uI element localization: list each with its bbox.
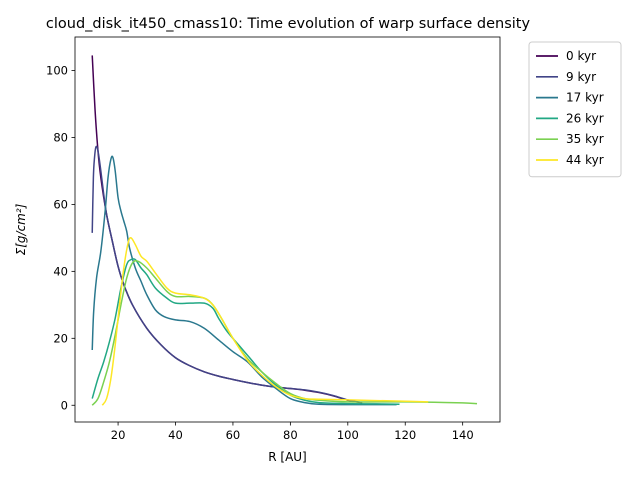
chart-title: cloud_disk_it450_cmass10: Time evolution… <box>46 16 531 32</box>
legend-label: 17 kyr <box>566 91 604 105</box>
y-tick-label: 80 <box>53 130 68 144</box>
legend-label: 35 kyr <box>566 132 604 146</box>
x-tick-label: 60 <box>226 428 241 442</box>
x-tick-label: 100 <box>337 428 359 442</box>
series-line-1 <box>91 145 363 404</box>
x-tick-label: 20 <box>111 428 126 442</box>
y-tick-label: 100 <box>46 63 68 77</box>
y-tick-label: 20 <box>53 331 68 345</box>
y-tick-label: 40 <box>53 264 68 278</box>
series-line-0 <box>91 55 363 404</box>
series-line-5 <box>101 237 429 406</box>
x-axis-label: R [AU] <box>268 450 307 464</box>
legend-box <box>528 41 622 178</box>
legend-label: 26 kyr <box>566 111 604 125</box>
axes: 20 40 60 80 100 120 140 0 20 40 60 80 100 <box>46 63 474 442</box>
x-tick-label: 80 <box>283 428 298 442</box>
y-tick-label: 0 <box>61 398 68 412</box>
plot-frame <box>74 36 501 423</box>
plot-lines <box>91 55 478 406</box>
x-tick-label: 120 <box>394 428 416 442</box>
series-line-2 <box>91 155 397 406</box>
legend: 0 kyr 9 kyr 17 kyr 26 kyr 35 kyr 44 kyr <box>528 41 622 178</box>
x-tick-label: 140 <box>452 428 474 442</box>
legend-label: 44 kyr <box>566 153 604 167</box>
y-axis-label: Σ[g/cm²] <box>14 203 28 255</box>
legend-label: 0 kyr <box>566 49 596 63</box>
legend-label: 9 kyr <box>566 70 596 84</box>
y-tick-label: 60 <box>53 197 68 211</box>
x-tick-label: 40 <box>168 428 183 442</box>
